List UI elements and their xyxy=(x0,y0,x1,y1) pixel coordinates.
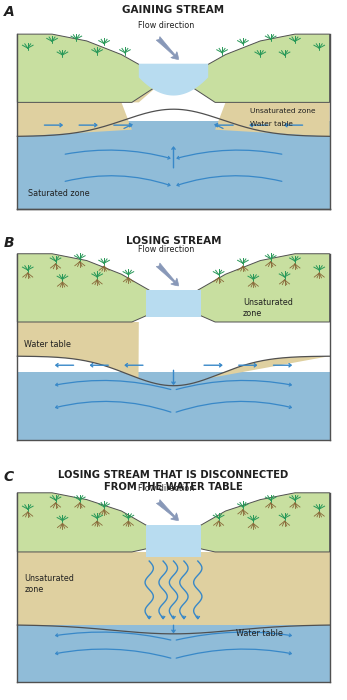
Text: Saturated zone: Saturated zone xyxy=(28,189,90,198)
Text: Unsaturated
zone: Unsaturated zone xyxy=(243,298,293,318)
Polygon shape xyxy=(17,372,330,440)
Polygon shape xyxy=(17,322,139,378)
Text: Flow direction: Flow direction xyxy=(138,245,195,254)
Text: Flow direction: Flow direction xyxy=(138,20,195,29)
Polygon shape xyxy=(17,624,330,682)
Text: C: C xyxy=(3,470,14,484)
Polygon shape xyxy=(17,84,160,102)
Polygon shape xyxy=(187,34,330,102)
Text: LOSING STREAM THAT IS DISCONNECTED
FROM THE WATER TABLE: LOSING STREAM THAT IS DISCONNECTED FROM … xyxy=(58,470,289,491)
Polygon shape xyxy=(17,34,160,102)
Polygon shape xyxy=(146,525,201,556)
Polygon shape xyxy=(184,254,330,322)
Text: Unsaturated
zone: Unsaturated zone xyxy=(24,574,74,594)
Polygon shape xyxy=(17,120,330,209)
Text: Water table: Water table xyxy=(236,629,283,638)
Text: LOSING STREAM: LOSING STREAM xyxy=(126,235,221,246)
Polygon shape xyxy=(184,493,330,552)
Text: Water table: Water table xyxy=(24,340,71,349)
Polygon shape xyxy=(209,322,330,378)
Polygon shape xyxy=(146,290,201,318)
Text: Unsaturated zone: Unsaturated zone xyxy=(250,108,315,115)
Polygon shape xyxy=(17,552,330,624)
Polygon shape xyxy=(215,102,330,136)
Polygon shape xyxy=(17,102,132,136)
Text: Water table: Water table xyxy=(250,121,293,127)
Polygon shape xyxy=(17,254,163,322)
Polygon shape xyxy=(139,64,208,95)
Text: GAINING STREAM: GAINING STREAM xyxy=(122,4,225,15)
Text: Flow direction: Flow direction xyxy=(138,484,195,493)
Text: A: A xyxy=(3,4,14,18)
Polygon shape xyxy=(17,493,163,552)
Text: B: B xyxy=(3,235,14,250)
